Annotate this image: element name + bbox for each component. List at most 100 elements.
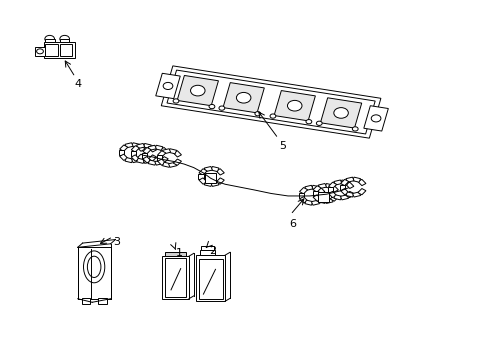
Polygon shape bbox=[340, 189, 348, 195]
Polygon shape bbox=[143, 144, 151, 149]
Polygon shape bbox=[160, 148, 168, 154]
Bar bbox=[196, 255, 224, 301]
Polygon shape bbox=[157, 156, 162, 161]
Polygon shape bbox=[333, 195, 341, 200]
Polygon shape bbox=[316, 188, 324, 194]
Bar bbox=[45, 44, 58, 56]
Polygon shape bbox=[357, 189, 365, 195]
Polygon shape bbox=[142, 157, 151, 163]
Polygon shape bbox=[216, 169, 224, 175]
Bar bbox=[44, 42, 75, 58]
Polygon shape bbox=[320, 98, 361, 128]
Polygon shape bbox=[340, 179, 348, 186]
Polygon shape bbox=[216, 178, 224, 184]
Polygon shape bbox=[125, 158, 133, 163]
Polygon shape bbox=[325, 184, 332, 189]
Polygon shape bbox=[137, 145, 145, 151]
Polygon shape bbox=[177, 76, 218, 106]
Bar bbox=[198, 259, 223, 300]
Polygon shape bbox=[352, 192, 360, 197]
Text: 2: 2 bbox=[209, 246, 216, 256]
Bar bbox=[60, 39, 69, 42]
Bar bbox=[60, 44, 72, 56]
Polygon shape bbox=[161, 66, 380, 138]
Polygon shape bbox=[333, 180, 341, 185]
Polygon shape bbox=[345, 177, 353, 182]
Ellipse shape bbox=[333, 108, 347, 118]
Polygon shape bbox=[345, 192, 353, 197]
Polygon shape bbox=[329, 195, 338, 201]
Polygon shape bbox=[131, 155, 139, 161]
Polygon shape bbox=[125, 143, 133, 148]
Polygon shape bbox=[199, 178, 206, 184]
Bar bbox=[81, 298, 90, 304]
Polygon shape bbox=[299, 188, 307, 194]
Polygon shape bbox=[340, 180, 348, 185]
Polygon shape bbox=[157, 151, 165, 157]
Ellipse shape bbox=[305, 120, 311, 124]
Polygon shape bbox=[328, 182, 336, 189]
Polygon shape bbox=[143, 158, 151, 163]
Bar bbox=[164, 252, 186, 256]
Polygon shape bbox=[304, 200, 312, 205]
Polygon shape bbox=[157, 159, 165, 165]
Polygon shape bbox=[340, 185, 345, 190]
Polygon shape bbox=[162, 162, 170, 167]
Bar bbox=[205, 173, 216, 183]
Polygon shape bbox=[142, 148, 151, 154]
Bar bbox=[200, 250, 214, 255]
Polygon shape bbox=[363, 106, 387, 131]
Polygon shape bbox=[312, 191, 317, 196]
Bar bbox=[98, 298, 107, 304]
Polygon shape bbox=[136, 158, 144, 163]
Ellipse shape bbox=[236, 93, 250, 103]
Polygon shape bbox=[318, 184, 326, 189]
Bar bbox=[164, 258, 186, 297]
Polygon shape bbox=[142, 153, 147, 158]
Polygon shape bbox=[311, 185, 319, 190]
Ellipse shape bbox=[87, 256, 101, 278]
Polygon shape bbox=[167, 70, 374, 134]
Ellipse shape bbox=[173, 99, 179, 103]
Polygon shape bbox=[173, 159, 181, 165]
Ellipse shape bbox=[287, 100, 302, 111]
Polygon shape bbox=[357, 179, 365, 186]
Polygon shape bbox=[148, 145, 156, 150]
Polygon shape bbox=[204, 181, 212, 186]
Text: 6: 6 bbox=[289, 219, 296, 229]
Polygon shape bbox=[120, 154, 127, 161]
Polygon shape bbox=[156, 73, 180, 99]
Bar bbox=[45, 39, 54, 42]
Ellipse shape bbox=[370, 115, 380, 122]
Polygon shape bbox=[312, 195, 321, 201]
Ellipse shape bbox=[83, 251, 104, 283]
Polygon shape bbox=[168, 149, 176, 154]
Polygon shape bbox=[131, 143, 140, 148]
Polygon shape bbox=[168, 162, 176, 167]
Polygon shape bbox=[173, 151, 181, 157]
Ellipse shape bbox=[37, 49, 43, 54]
Polygon shape bbox=[148, 155, 156, 161]
Polygon shape bbox=[155, 160, 163, 165]
Polygon shape bbox=[210, 181, 219, 186]
Polygon shape bbox=[155, 145, 163, 150]
Polygon shape bbox=[148, 160, 156, 165]
Text: 1: 1 bbox=[175, 248, 183, 258]
Polygon shape bbox=[210, 167, 219, 172]
Bar bbox=[35, 47, 45, 56]
Polygon shape bbox=[329, 186, 338, 192]
Polygon shape bbox=[198, 174, 203, 179]
Polygon shape bbox=[352, 177, 360, 182]
Polygon shape bbox=[131, 158, 140, 163]
Polygon shape bbox=[148, 146, 156, 152]
Ellipse shape bbox=[190, 85, 204, 96]
Polygon shape bbox=[131, 146, 139, 152]
Ellipse shape bbox=[208, 104, 214, 109]
Bar bbox=[78, 247, 110, 299]
Polygon shape bbox=[299, 197, 307, 203]
Ellipse shape bbox=[254, 112, 260, 116]
Polygon shape bbox=[345, 182, 353, 189]
Ellipse shape bbox=[316, 121, 322, 125]
Ellipse shape bbox=[269, 114, 275, 118]
Text: 5: 5 bbox=[279, 141, 286, 151]
